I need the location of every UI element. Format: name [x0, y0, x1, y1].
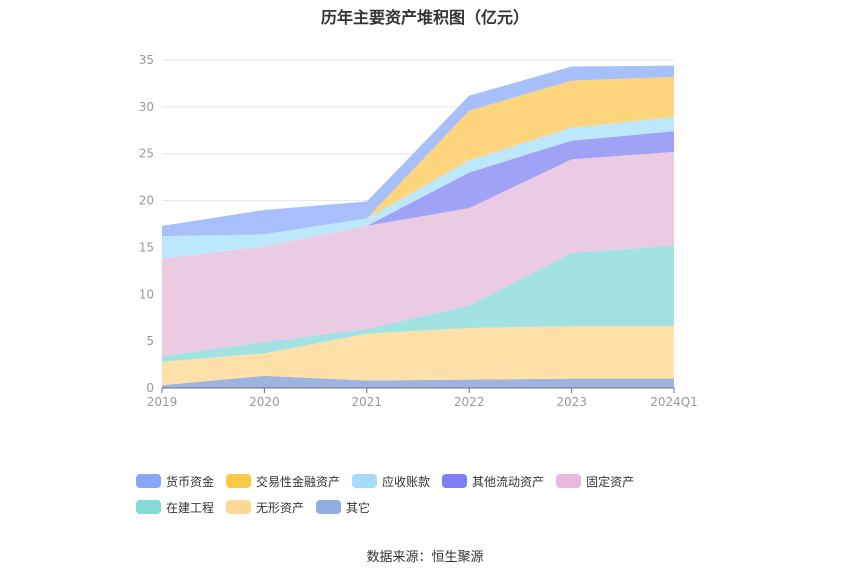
area-series-无形资产	[162, 326, 674, 386]
y-tick-label: 0	[146, 381, 154, 395]
y-tick-label: 30	[139, 100, 154, 114]
legend-item[interactable]: 交易性金融资产	[226, 472, 340, 490]
y-tick-label: 35	[139, 53, 154, 67]
x-tick-label: 2023	[556, 395, 587, 409]
area-series-应收账款	[162, 117, 674, 259]
legend-swatch	[136, 474, 161, 488]
legend-swatch	[442, 474, 468, 488]
legend-swatch	[352, 474, 378, 488]
data-source: 数据来源：恒生聚源	[366, 550, 484, 565]
legend-item[interactable]: 应收账款	[352, 472, 430, 490]
legend-item[interactable]: 无形资产	[226, 498, 304, 516]
area-series-货币资金	[162, 65, 674, 237]
x-tick-label: 2024Q1	[650, 395, 698, 409]
legend-item[interactable]: 其他流动资产	[442, 472, 544, 490]
y-tick-label: 5	[146, 334, 154, 348]
legend-label: 在建工程	[166, 500, 215, 515]
area-series-group	[162, 65, 674, 388]
legend-swatch	[316, 500, 342, 514]
x-tick-label: 2022	[454, 395, 485, 409]
legend-label: 无形资产	[256, 500, 305, 515]
y-tick-label: 10	[139, 287, 154, 301]
y-tick-label: 25	[139, 147, 154, 161]
legend-item[interactable]: 固定资产	[556, 472, 634, 490]
legend-swatch	[226, 500, 252, 514]
stacked-area-chart: 0 5 10 15 20 25 30 35 2019 2020 2021 2022 2023 2024Q1	[139, 53, 698, 409]
legend-swatch	[226, 474, 252, 488]
legend-swatch	[556, 474, 582, 488]
legend-item[interactable]: 其它	[316, 498, 370, 516]
legend-label: 固定资产	[586, 474, 635, 489]
axes: 0 5 10 15 20 25 30 35 2019 2020 2021 2022 2023 2024Q1	[139, 53, 698, 409]
legend-label: 货币资金	[166, 474, 215, 489]
y-tick-label: 15	[139, 240, 154, 254]
legend-label: 其他流动资产	[472, 474, 545, 489]
y-tick-label: 20	[139, 194, 154, 208]
area-series-交易性金融资产	[162, 76, 674, 237]
x-tick-label: 2019	[147, 395, 178, 409]
legend-label: 应收账款	[382, 474, 431, 489]
area-series-在建工程	[162, 245, 674, 362]
legend: 货币资金 交易性金融资产 应收账款 其他流动资产 固定资产在建工程 无形资产 其它	[136, 472, 736, 516]
area-series-其它	[162, 375, 674, 388]
x-tick-label: 2020	[249, 395, 280, 409]
area-series-其他流动资产	[162, 131, 674, 259]
chart-title: 历年主要资产堆积图（亿元）	[320, 8, 529, 27]
legend-item[interactable]: 货币资金	[136, 472, 214, 490]
legend-item[interactable]: 在建工程	[136, 498, 214, 516]
area-series-固定资产	[162, 151, 674, 357]
legend-swatch	[136, 500, 161, 514]
x-tick-label: 2021	[352, 395, 383, 409]
legend-label: 交易性金融资产	[256, 474, 341, 489]
legend-label: 其它	[346, 500, 371, 515]
